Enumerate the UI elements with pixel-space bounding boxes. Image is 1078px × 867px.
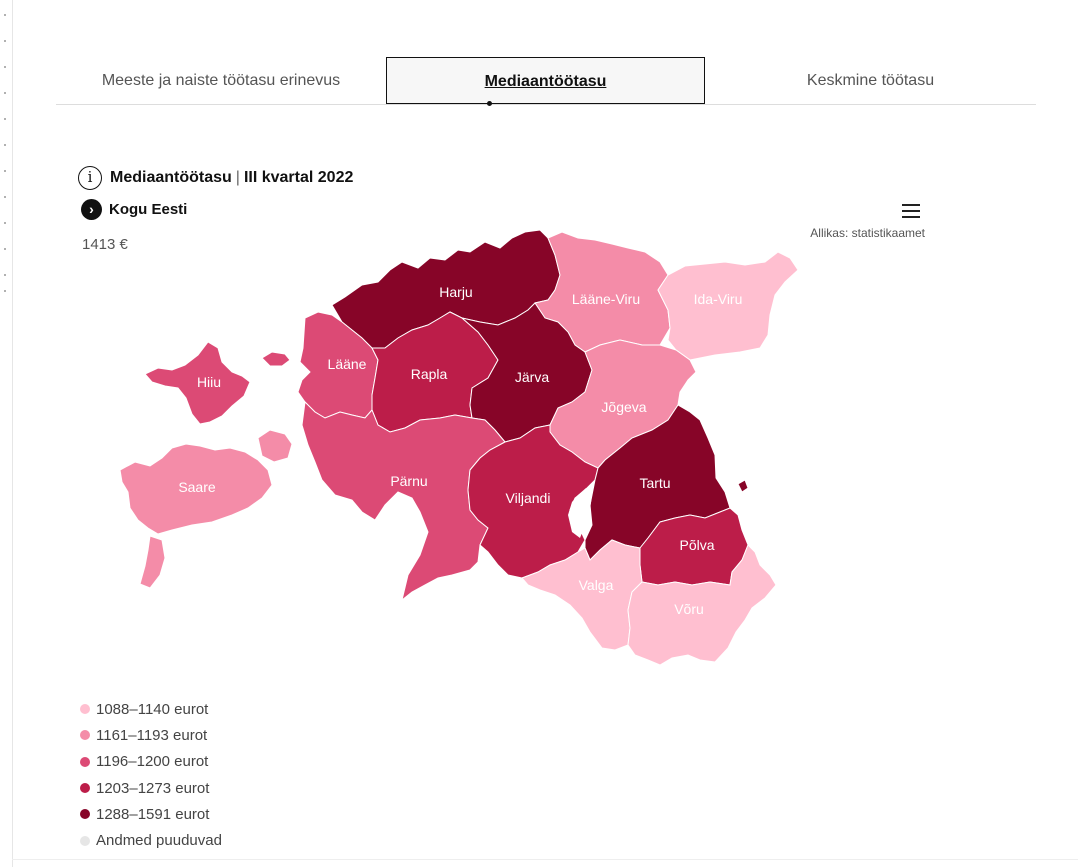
- county-hiiu-islet: [261, 351, 291, 367]
- tab-median-wage[interactable]: Mediaantöötasu: [386, 57, 705, 104]
- legend-label: Andmed puuduvad: [96, 832, 222, 850]
- county-label-viljandi: Viljandi: [506, 490, 551, 506]
- chart-title-main: Mediaantöötasu: [110, 169, 232, 186]
- legend-swatch: [80, 835, 90, 846]
- national-median-value: 1413 €: [82, 236, 128, 253]
- title-separator: |: [235, 169, 240, 186]
- county-label-parnu: Pärnu: [390, 473, 427, 489]
- chevron-right-icon: ›: [81, 198, 102, 220]
- breadcrumb-label: Kogu Eesti: [109, 200, 188, 218]
- county-label-hiiu: Hiiu: [197, 374, 221, 390]
- left-gutter: [0, 0, 13, 867]
- bottom-divider: [12, 859, 1078, 860]
- chart-title: i Mediaantöötasu | III kvartal 2022: [78, 165, 353, 191]
- legend-item[interactable]: 1203–1273 eurot: [80, 775, 222, 801]
- county-valga[interactable]: [521, 539, 643, 651]
- legend-swatch: [80, 704, 90, 715]
- county-label-saare: Saare: [178, 479, 216, 495]
- lake-vortsjarv: [568, 488, 592, 538]
- county-label-harju: Harju: [439, 284, 472, 300]
- legend-label: 1288–1591 eurot: [96, 805, 210, 823]
- county-saare-peninsula: [139, 535, 166, 589]
- info-icon[interactable]: i: [78, 166, 102, 190]
- county-label-laane-viru: Lääne-Viru: [572, 291, 640, 307]
- county-saare[interactable]: [119, 443, 273, 535]
- county-label-rapla: Rapla: [411, 366, 448, 382]
- legend-item[interactable]: 1196–1200 eurot: [80, 749, 222, 775]
- county-ida-viru[interactable]: [657, 251, 799, 361]
- county-label-jogeva: Jõgeva: [601, 399, 646, 415]
- breadcrumb[interactable]: › Kogu Eesti: [81, 198, 187, 220]
- county-label-ida-viru: Ida-Viru: [694, 291, 743, 307]
- legend-swatch: [80, 756, 90, 767]
- county-label-valga: Valga: [579, 577, 614, 593]
- county-hiiu[interactable]: [144, 341, 251, 425]
- legend-label: 1203–1273 eurot: [96, 779, 210, 797]
- map-legend: 1088–1140 eurot 1161–1193 eurot 1196–120…: [80, 696, 222, 854]
- tab-gender-pay-gap[interactable]: Meeste ja naiste töötasu erinevus: [101, 72, 341, 89]
- county-label-jarva: Järva: [515, 369, 549, 385]
- legend-item[interactable]: 1161–1193 eurot: [80, 722, 222, 748]
- chart-title-period: III kvartal 2022: [243, 169, 354, 186]
- active-tab-indicator: [487, 101, 492, 106]
- county-saare-muhu: [257, 429, 293, 463]
- county-voru[interactable]: [627, 544, 777, 666]
- hamburger-menu-icon[interactable]: [900, 202, 922, 220]
- legend-swatch: [80, 809, 90, 820]
- tab-bar: Meeste ja naiste töötasu erinevus Mediaa…: [56, 57, 1036, 105]
- legend-swatch: [80, 783, 90, 794]
- legend-item[interactable]: Andmed puuduvad: [80, 827, 222, 853]
- county-label-voru: Võru: [674, 601, 704, 617]
- source-note: Allikas: statistikaamet: [810, 226, 925, 240]
- county-label-tartu: Tartu: [639, 475, 670, 491]
- tab-average-wage[interactable]: Keskmine töötasu: [806, 72, 935, 89]
- legend-label: 1196–1200 eurot: [96, 753, 209, 771]
- legend-swatch: [80, 730, 90, 741]
- legend-item[interactable]: 1288–1591 eurot: [80, 801, 222, 827]
- legend-label: 1161–1193 eurot: [96, 726, 208, 744]
- legend-label: 1088–1140 eurot: [96, 700, 209, 718]
- county-label-polva: Põlva: [679, 537, 714, 553]
- legend-item[interactable]: 1088–1140 eurot: [80, 696, 222, 722]
- county-tartu-islet: [737, 479, 749, 493]
- county-label-laane: Lääne: [328, 356, 367, 372]
